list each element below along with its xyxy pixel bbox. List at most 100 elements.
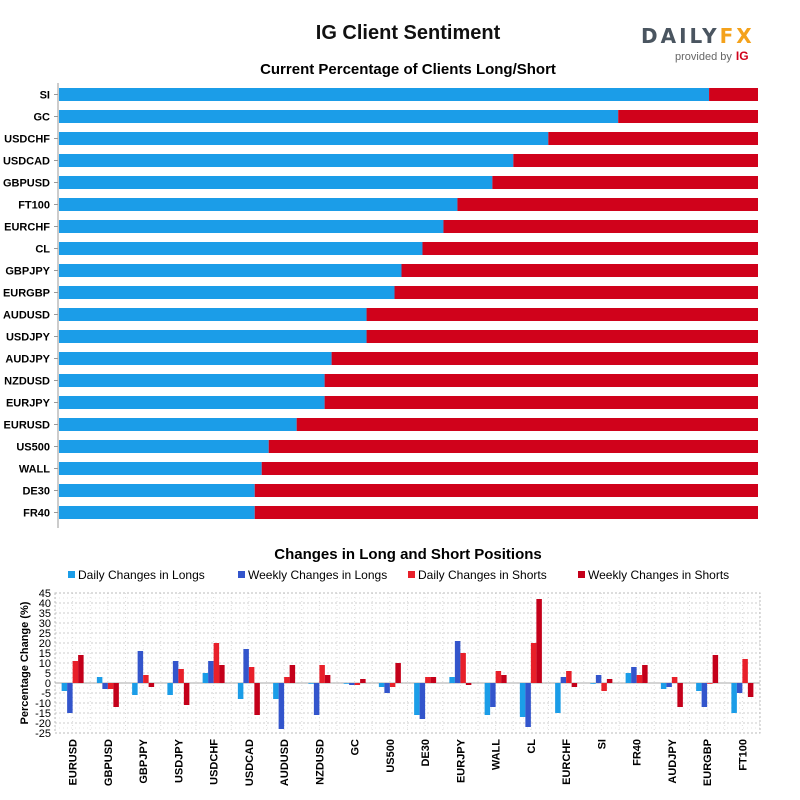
bar-daily-changes-in-shorts-gc [354, 683, 361, 685]
bar-weekly-changes-in-shorts-usdjpy [183, 683, 190, 705]
category-label-wall: WALL [19, 464, 50, 476]
long-bar-us500 [59, 440, 269, 453]
bar-daily-changes-in-longs-de30 [414, 683, 420, 715]
long-bar-audjpy [59, 352, 332, 365]
bar-weekly-changes-in-shorts-eurusd [78, 655, 84, 683]
bar-weekly-changes-in-shorts-ft100 [747, 683, 754, 697]
x-tick-label-eurusd: EURUSD [68, 739, 80, 786]
sentiment-chart: Current Percentage of Clients Long/Short… [3, 61, 758, 528]
dailyfx-logo: DAILYFX provided by IG [641, 24, 752, 63]
bar-daily-changes-in-longs-gbpusd [96, 677, 103, 683]
short-bar-usdchf [548, 132, 758, 145]
long-bar-gc [59, 110, 619, 123]
bar-daily-changes-in-shorts-eurusd [72, 661, 79, 683]
category-label-gbpjpy: GBPJPY [5, 266, 50, 278]
short-bar-fr40 [254, 506, 758, 519]
bar-weekly-changes-in-longs-gbpusd [102, 683, 108, 689]
x-tick-label-audjpy: AUDJPY [667, 738, 679, 783]
bar-weekly-changes-in-shorts-audusd [289, 665, 296, 683]
long-bar-gbpusd [59, 176, 493, 189]
chart-title: Current Percentage of Clients Long/Short [260, 61, 556, 78]
category-label-gc: GC [34, 112, 51, 124]
bar-daily-changes-in-longs-cl [519, 683, 526, 717]
y-tick-label: 5 [45, 668, 51, 680]
logo-fx-text: FX [719, 24, 755, 48]
bar-daily-changes-in-shorts-si [601, 683, 607, 691]
logo-daily-text: DAILY [641, 24, 720, 48]
long-bar-cl [59, 242, 423, 255]
bar-weekly-changes-in-longs-usdcad [243, 649, 249, 683]
short-bar-wall [261, 462, 758, 475]
category-label-usdcad: USDCAD [3, 156, 50, 168]
y-tick-label: 10 [39, 658, 51, 670]
x-tick-label-gbpusd: GBPUSD [103, 739, 115, 786]
short-bar-gc [618, 110, 758, 123]
category-label-gbpusd: GBPUSD [3, 178, 50, 190]
x-tick-label-us500: US500 [385, 739, 397, 773]
bar-weekly-changes-in-shorts-si [606, 679, 613, 683]
bar-weekly-changes-in-shorts-eurjpy [465, 683, 472, 685]
long-bar-usdchf [59, 132, 549, 145]
bar-daily-changes-in-shorts-us500 [389, 683, 396, 687]
category-label-ft100: FT100 [18, 200, 50, 212]
long-bar-eurjpy [59, 396, 325, 409]
bar-daily-changes-in-longs-usdchf [202, 673, 209, 683]
bar-weekly-changes-in-longs-gbpjpy [137, 651, 144, 683]
legend-label-daily-changes-in-longs: Daily Changes in Longs [78, 568, 205, 582]
page-title: IG Client Sentiment [315, 22, 501, 44]
bar-weekly-changes-in-shorts-wall [501, 675, 507, 683]
category-label-fr40: FR40 [23, 508, 50, 520]
long-bar-nzdusd [59, 374, 325, 387]
short-bar-audjpy [331, 352, 758, 365]
bar-weekly-changes-in-shorts-gc [360, 679, 366, 683]
legend-swatch-weekly-changes-in-longs [238, 571, 245, 578]
bar-weekly-changes-in-longs-ft100 [736, 683, 743, 693]
bar-weekly-changes-in-shorts-de30 [430, 677, 437, 683]
bar-daily-changes-in-longs-ft100 [731, 683, 737, 713]
long-bar-fr40 [59, 506, 255, 519]
x-tick-label-usdcad: USDCAD [244, 739, 256, 786]
y-tick-label: 45 [39, 588, 51, 600]
y-tick-label: 30 [39, 618, 51, 630]
bar-daily-changes-in-shorts-nzdusd [319, 665, 325, 683]
bar-weekly-changes-in-shorts-gbpusd [113, 683, 119, 707]
y-tick-label: -5 [41, 688, 51, 700]
bar-weekly-changes-in-longs-fr40 [631, 667, 637, 683]
legend-label-daily-changes-in-shorts: Daily Changes in Shorts [418, 568, 547, 582]
category-label-eurgbp: EURGBP [3, 288, 50, 300]
bar-weekly-changes-in-longs-de30 [419, 683, 426, 719]
x-tick-label-eurjpy: EURJPY [455, 738, 467, 783]
x-tick-label-wall: WALL [491, 739, 503, 770]
short-bar-cl [422, 242, 758, 255]
short-bar-gbpusd [492, 176, 758, 189]
y-axis-label: Percentage Change (%) [19, 601, 31, 724]
bar-daily-changes-in-longs-eurgbp [696, 683, 702, 691]
x-tick-label-eurgbp: EURGBP [702, 739, 714, 786]
bar-weekly-changes-in-shorts-usdcad [254, 683, 260, 715]
bar-daily-changes-in-longs-usdjpy [167, 683, 173, 695]
bar-daily-changes-in-shorts-de30 [425, 677, 431, 683]
bar-daily-changes-in-shorts-usdcad [248, 667, 255, 683]
bar-weekly-changes-in-shorts-nzdusd [324, 675, 331, 683]
y-tick-label: 0 [45, 678, 51, 690]
bar-daily-changes-in-shorts-eurjpy [460, 653, 466, 683]
legend-label-weekly-changes-in-shorts: Weekly Changes in Shorts [588, 568, 729, 582]
plot-frame [54, 592, 761, 734]
bar-weekly-changes-in-longs-us500 [384, 683, 390, 693]
bar-daily-changes-in-shorts-usdjpy [178, 669, 184, 683]
bar-daily-changes-in-longs-fr40 [625, 673, 632, 683]
bar-daily-changes-in-shorts-cl [530, 643, 537, 683]
long-bar-wall [59, 462, 262, 475]
bar-daily-changes-in-shorts-eurchf [566, 671, 572, 683]
x-tick-label-gbpjpy: GBPJPY [138, 738, 150, 783]
long-bar-eurgbp [59, 286, 395, 299]
bar-weekly-changes-in-longs-gc [349, 683, 355, 685]
bar-weekly-changes-in-longs-cl [525, 683, 531, 727]
bar-weekly-changes-in-longs-nzdusd [313, 683, 320, 715]
bar-weekly-changes-in-shorts-fr40 [642, 665, 648, 683]
category-label-eurjpy: EURJPY [6, 398, 51, 410]
x-tick-label-de30: DE30 [420, 739, 432, 767]
bar-daily-changes-in-longs-si [590, 683, 596, 684]
long-bar-gbpjpy [59, 264, 402, 277]
